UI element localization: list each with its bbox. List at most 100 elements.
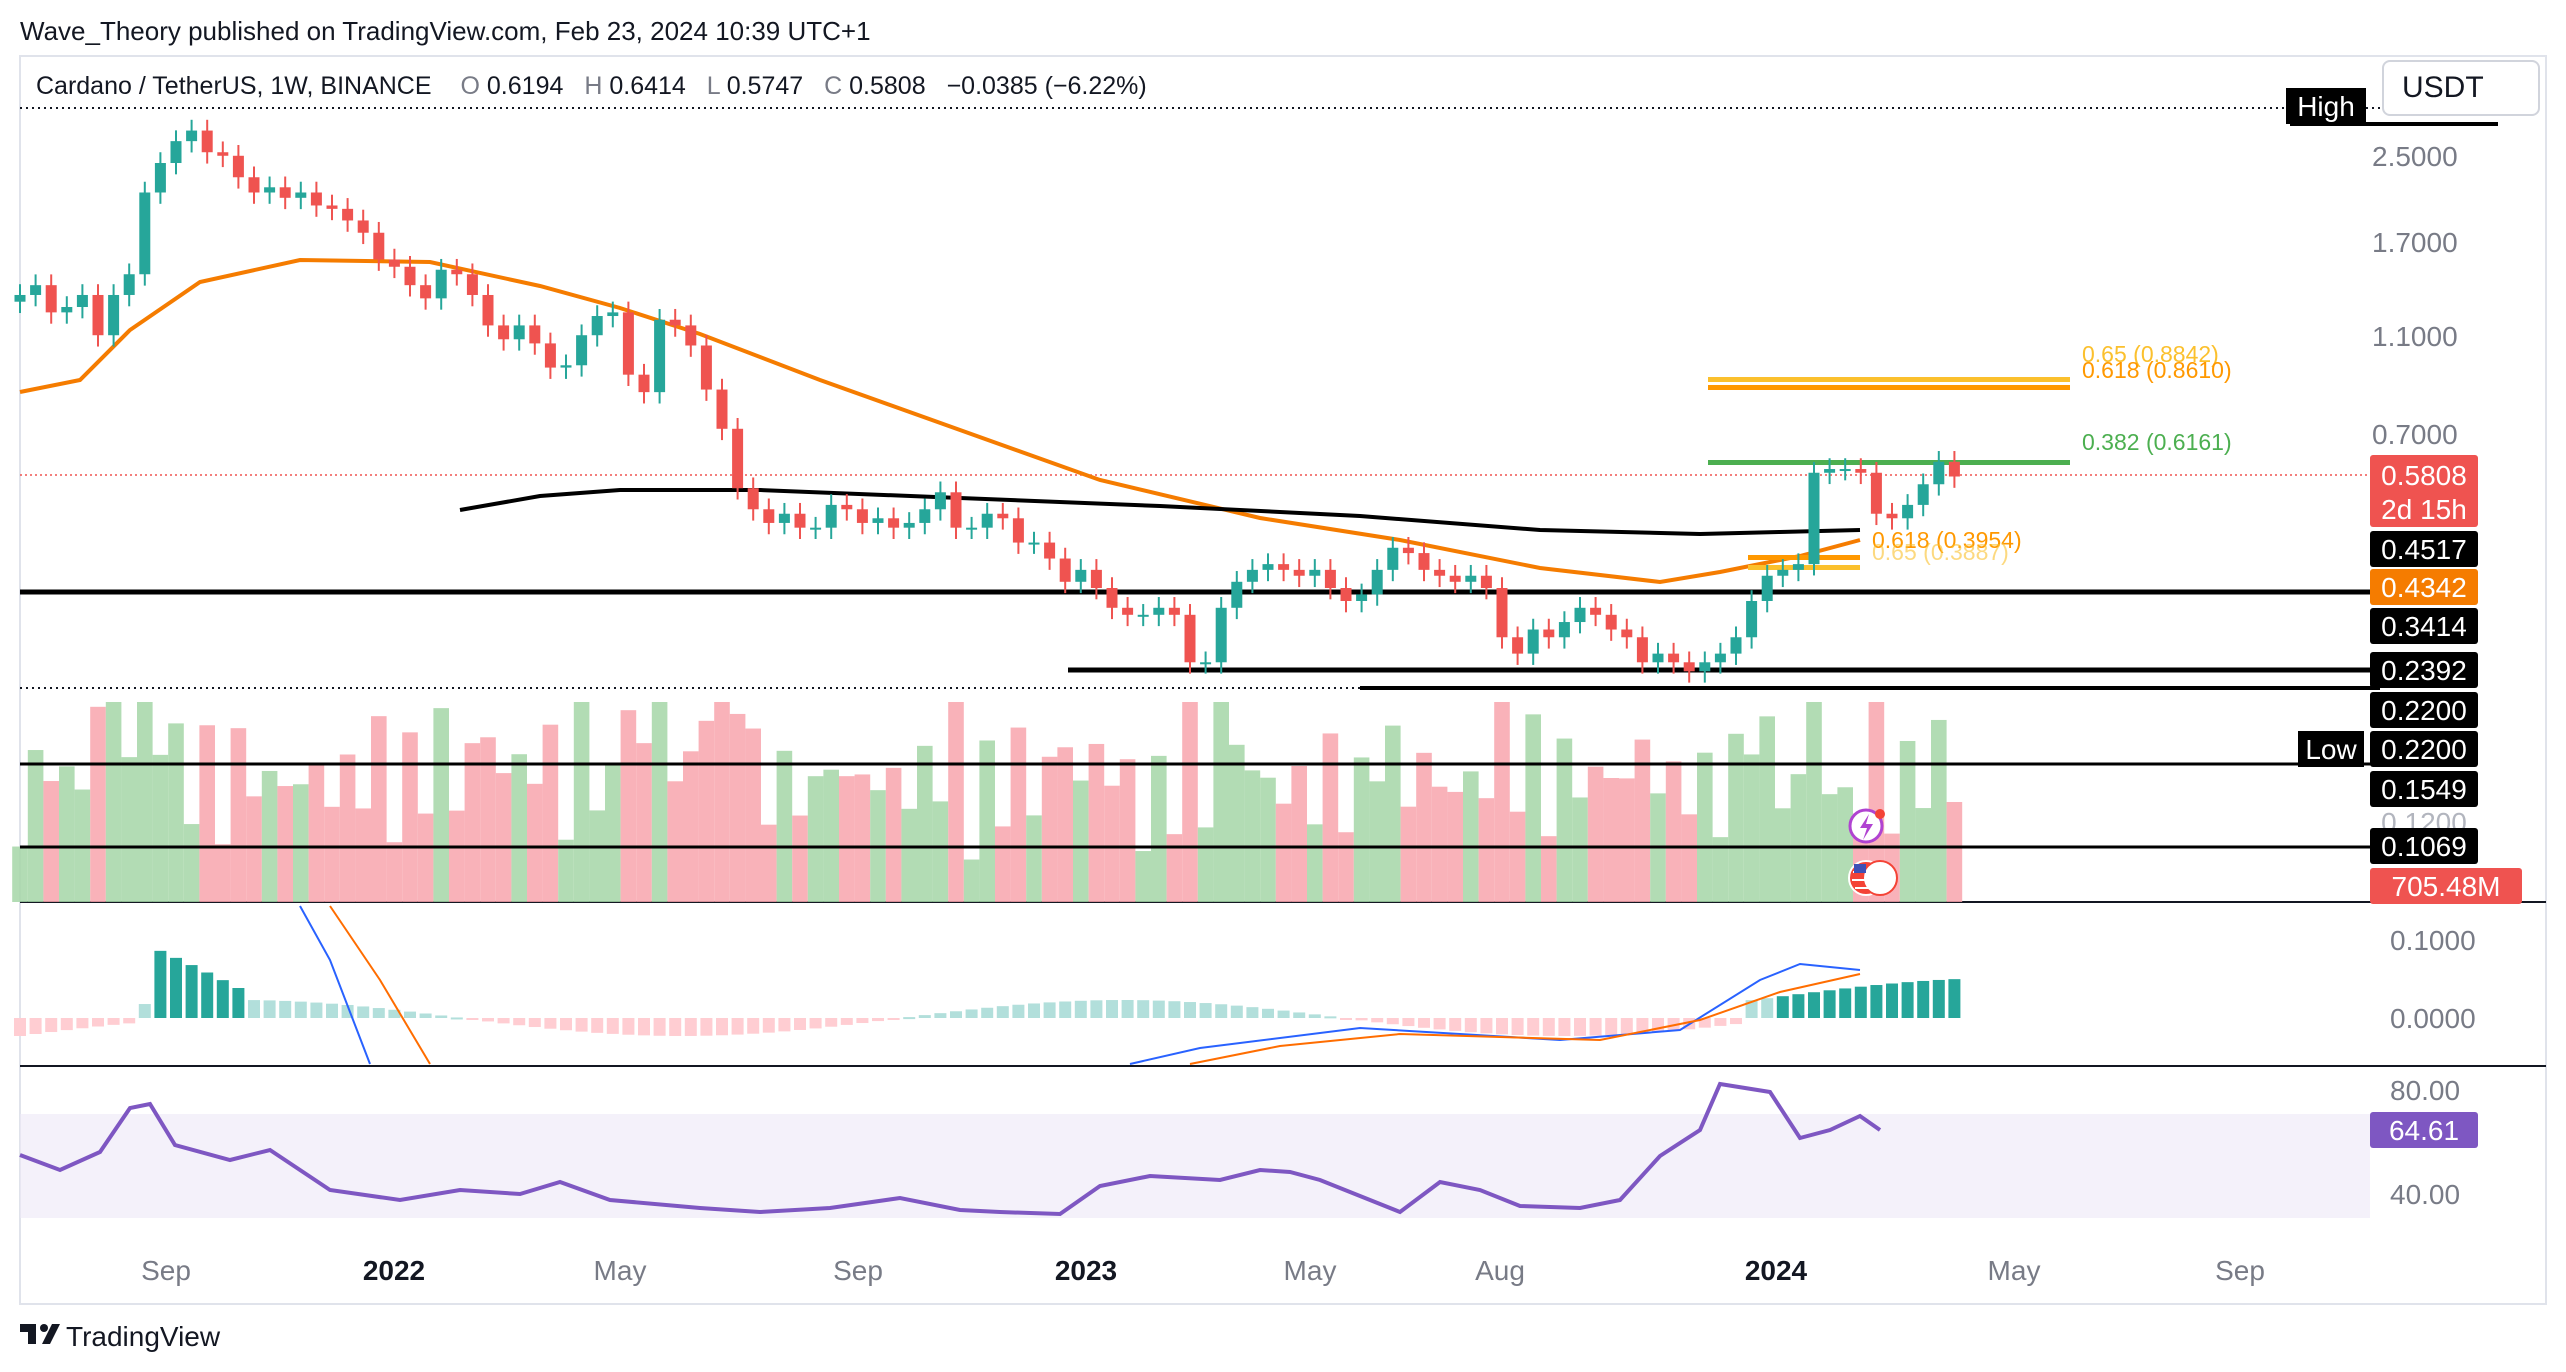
tradingview-logo[interactable]: TradingView — [20, 1321, 221, 1352]
volume-bar — [12, 846, 28, 902]
macd-histogram-bar — [201, 972, 214, 1018]
volume-bar — [1743, 754, 1760, 902]
us-flag-icon[interactable] — [1848, 860, 1898, 896]
candle-body — [217, 152, 229, 156]
candle-body — [1262, 564, 1274, 570]
volume-bar — [1525, 714, 1541, 902]
candle-body — [1730, 637, 1742, 654]
macd-histogram-bar — [794, 1018, 806, 1030]
macd-histogram-bar — [1542, 1018, 1555, 1036]
candle-body — [1948, 461, 1960, 477]
candle-body — [716, 389, 728, 429]
macd-histogram-bar — [60, 1018, 73, 1031]
volume-bar — [1026, 815, 1042, 902]
candle-body — [1387, 547, 1399, 570]
macd-histogram-bar — [45, 1018, 58, 1033]
level-tag-text: 0.1069 — [2381, 831, 2467, 862]
macd-histogram-bar — [887, 1018, 900, 1020]
candle-body — [1714, 653, 1726, 663]
macd-histogram-bar — [497, 1018, 510, 1024]
volume-bar — [1073, 780, 1089, 902]
macd-histogram-bar — [1418, 1018, 1430, 1028]
volume-bar — [1057, 747, 1073, 902]
volume-bar — [1135, 851, 1151, 902]
time-axis[interactable]: Sep 2022 May Sep 2023 May Aug 2024 May S… — [141, 1255, 2265, 1286]
volume-bar — [1665, 761, 1682, 902]
macd-histogram-bar — [248, 1000, 260, 1018]
candle-body — [997, 513, 1009, 519]
last-price-tag — [2370, 455, 2478, 527]
volume-bar — [121, 757, 137, 902]
tradingview-logo-slash — [42, 1324, 60, 1344]
volume-bar — [917, 745, 933, 902]
signal-line-early — [329, 905, 431, 1065]
macd-histogram-bar — [1386, 1018, 1399, 1025]
candle-body — [1090, 569, 1102, 589]
rsi-line — [19, 1081, 1882, 1217]
level-tag-text: 0.3414 — [2381, 611, 2467, 642]
candle-body — [1418, 553, 1430, 570]
macd-histogram-bar — [1527, 1018, 1540, 1036]
volume-bar — [573, 702, 590, 902]
macd-histogram-bar — [1761, 998, 1774, 1018]
price-axis[interactable]: 2.5000 1.7000 1.1000 0.7000 High 0.5808 … — [2286, 88, 2522, 1210]
macd-histogram-bar — [1090, 1000, 1103, 1018]
candle-body — [264, 187, 276, 193]
currency-selector-button[interactable]: USDT — [2382, 60, 2540, 116]
volume-bar — [355, 808, 371, 902]
volume-bar — [449, 810, 465, 902]
macd-histogram-bar — [154, 950, 167, 1018]
time-label: 2023 — [1055, 1255, 1117, 1286]
candle-body — [1839, 469, 1851, 472]
candle-body — [123, 274, 135, 295]
volume-bar — [1759, 716, 1775, 902]
symbol-legend[interactable]: Cardano / TetherUS, 1W, BINANCE O 0.6194… — [36, 72, 1147, 100]
fib-band-lower-0618 — [1748, 555, 1860, 560]
candle-body — [92, 294, 104, 336]
candle-body — [1652, 653, 1664, 663]
low-tag — [2298, 731, 2364, 767]
price-scale-label: 1.7000 — [2372, 227, 2458, 258]
lightning-icon[interactable] — [1848, 808, 1885, 844]
candle-body — [1340, 588, 1352, 601]
macd-histogram-bar — [653, 1018, 666, 1036]
macd-histogram-bar — [482, 1018, 494, 1022]
volume-bar — [979, 740, 995, 902]
macd-histogram-bar — [1121, 1000, 1134, 1018]
candle-body — [310, 192, 322, 206]
volume-bar — [417, 813, 434, 902]
volume-bar — [199, 725, 215, 902]
candle-body — [1137, 614, 1149, 617]
countdown-text: 2d 15h — [2381, 494, 2467, 525]
level-tag — [2370, 771, 2478, 807]
candle-body — [1902, 504, 1914, 519]
volume-bar — [1915, 808, 1931, 902]
candle-body — [778, 513, 790, 523]
volume-bar — [1494, 702, 1510, 902]
macd-histogram-bar — [825, 1018, 838, 1027]
macd-histogram-bar — [1324, 1016, 1337, 1019]
macd-histogram-bar — [1605, 1018, 1618, 1035]
macd-histogram-bar — [29, 1018, 42, 1035]
candle-body — [1746, 600, 1758, 638]
volume-bar — [1041, 756, 1058, 902]
tradingview-logo-dot — [40, 1324, 48, 1332]
candle-body — [903, 522, 915, 528]
volume-bar — [215, 844, 231, 902]
macd-histogram-bar — [1230, 1005, 1243, 1018]
volume-bar — [293, 784, 309, 902]
candle-body — [388, 259, 400, 267]
candle-body — [466, 274, 478, 295]
level-tag — [2370, 652, 2478, 688]
macd-histogram-bar — [1854, 986, 1867, 1018]
candle-body — [685, 325, 697, 346]
macd-histogram-bar — [1449, 1018, 1462, 1031]
volume-bar — [27, 750, 44, 902]
level-tag — [2370, 608, 2478, 644]
macd-histogram-bar — [840, 1018, 853, 1025]
publisher-line: Wave_Theory published on TradingView.com… — [20, 16, 871, 46]
candle-body — [1574, 607, 1586, 623]
volume-bar — [261, 770, 278, 902]
volume-bar — [1353, 757, 1370, 902]
